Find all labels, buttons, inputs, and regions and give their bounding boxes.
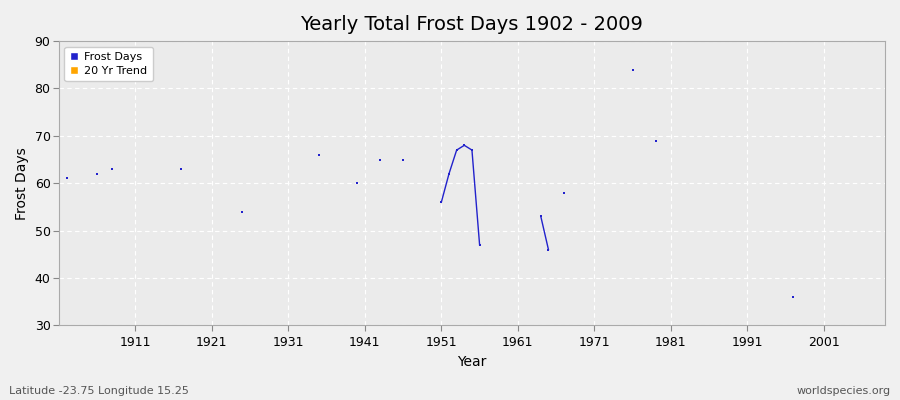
- Point: [626, 66, 640, 73]
- Point: [786, 294, 800, 300]
- Point: [311, 152, 326, 158]
- Point: [541, 246, 555, 253]
- Y-axis label: Frost Days: Frost Days: [15, 147, 29, 220]
- Point: [472, 242, 487, 248]
- Point: [373, 156, 387, 163]
- Point: [534, 213, 548, 220]
- X-axis label: Year: Year: [457, 355, 487, 369]
- Point: [350, 180, 365, 186]
- Point: [434, 199, 448, 205]
- Text: Latitude -23.75 Longitude 15.25: Latitude -23.75 Longitude 15.25: [9, 386, 189, 396]
- Point: [90, 170, 104, 177]
- Title: Yearly Total Frost Days 1902 - 2009: Yearly Total Frost Days 1902 - 2009: [301, 15, 644, 34]
- Point: [556, 190, 571, 196]
- Text: worldspecies.org: worldspecies.org: [796, 386, 891, 396]
- Point: [174, 166, 188, 172]
- Point: [648, 137, 662, 144]
- Point: [59, 175, 74, 182]
- Legend: Frost Days, 20 Yr Trend: Frost Days, 20 Yr Trend: [65, 47, 153, 81]
- Point: [449, 147, 464, 153]
- Point: [464, 147, 479, 153]
- Point: [442, 170, 456, 177]
- Point: [105, 166, 120, 172]
- Point: [396, 156, 410, 163]
- Point: [457, 142, 472, 148]
- Point: [235, 208, 249, 215]
